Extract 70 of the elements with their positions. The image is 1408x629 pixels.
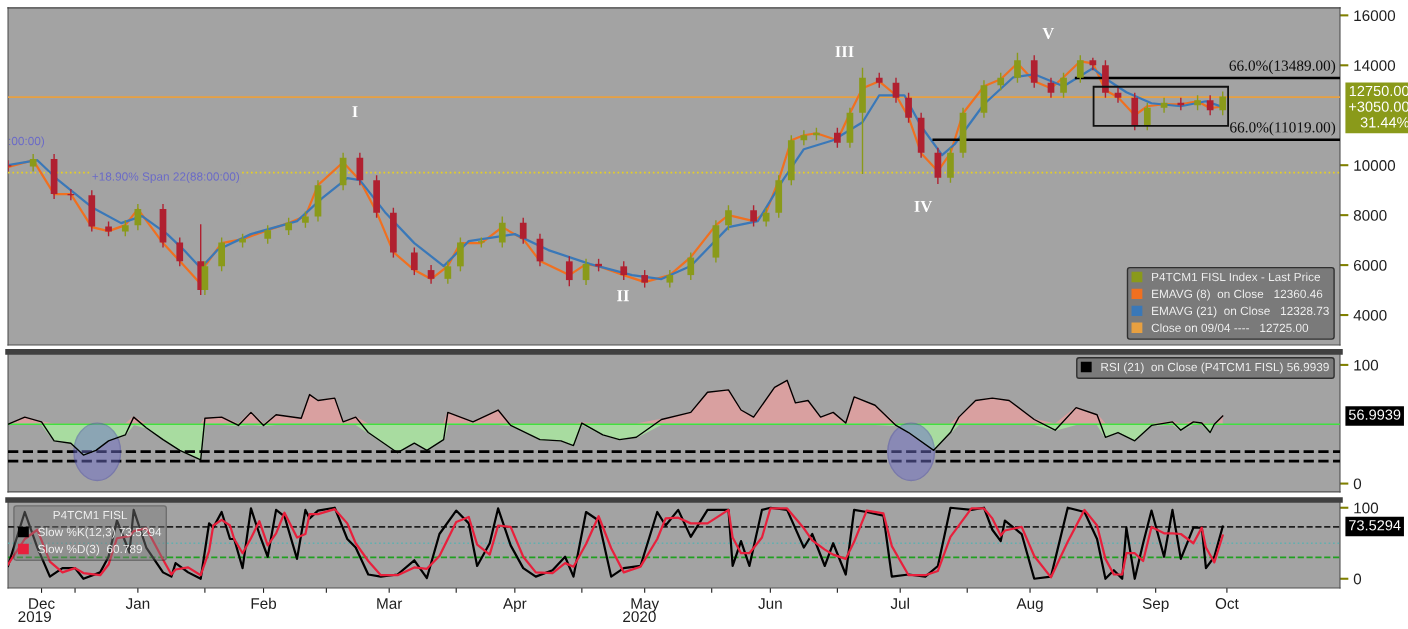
candlestick [1030, 54, 1038, 89]
candlestick [800, 129, 808, 146]
text: 2020 [623, 611, 656, 623]
annotation: 66.0%(13489.00) [1229, 60, 1336, 74]
y-tick-label: 8000 [1353, 210, 1387, 221]
y-tick-label: 0 [1353, 478, 1362, 490]
x-tick-label: Jul [890, 597, 909, 609]
candlestick [1047, 77, 1055, 99]
candlestick [519, 216, 527, 245]
x-tick-label: May [631, 598, 660, 612]
candlestick [1114, 87, 1122, 104]
candlestick [1206, 94, 1214, 116]
candlestick [1143, 102, 1151, 131]
text: 73.5294 [1349, 520, 1401, 531]
candlestick [834, 127, 841, 149]
legend-label: EMAVG (8) on Close 12360.46 [1152, 289, 1323, 301]
candlestick [892, 77, 900, 104]
candlestick [176, 236, 184, 268]
candlestick [1160, 97, 1168, 114]
candlestick [1014, 52, 1021, 84]
annotation: 66.0%(11019.00) [1230, 121, 1336, 136]
annotation: +18.90% Span 22(88:00:00) [92, 172, 240, 184]
candlestick [565, 255, 573, 288]
text: 56.9939 [1348, 409, 1401, 420]
y-tick-label: 14000 [1354, 60, 1396, 71]
x-tick-label: Feb [251, 597, 277, 609]
candlestick [498, 215, 506, 249]
x-tick-label: Oct [1215, 598, 1239, 609]
annotation: II [617, 290, 629, 302]
x-tick-label: Dec [29, 598, 55, 609]
x-tick-label: Jan [125, 598, 150, 609]
legend-label: Close on 09/04 ---- 12725.00 [1151, 323, 1309, 333]
legend-label: RSI (21) on Close (P4TCM1 FISL) 56.9939 [1101, 362, 1329, 374]
candlestick [620, 260, 628, 281]
x-tick-label: Sep [1142, 598, 1169, 612]
y-tick-label: 6000 [1353, 259, 1387, 271]
y-tick-label: 100 [1354, 359, 1379, 371]
candlestick [725, 204, 732, 231]
candlestick [687, 251, 695, 281]
x-tick-label: Apr [502, 598, 527, 612]
candlestick [444, 260, 452, 285]
legend-title: P4TCM1 FISL [53, 510, 128, 520]
candlestick [457, 236, 464, 273]
annotation: :00:00) [9, 136, 45, 148]
x-tick-label: Mar [377, 598, 403, 609]
candlestick [201, 260, 209, 296]
y-tick-label: 16000 [1354, 10, 1396, 22]
candlestick [427, 264, 435, 285]
candlestick [762, 206, 770, 228]
y-tick-label: 100 [1354, 502, 1379, 514]
y-tick-label: 4000 [1353, 309, 1387, 321]
candlestick [905, 92, 912, 124]
candlestick [750, 204, 757, 228]
candlestick [1219, 90, 1227, 116]
candlestick [1076, 54, 1084, 84]
candlestick [1060, 72, 1067, 99]
candlestick [218, 236, 225, 273]
candlestick [264, 224, 272, 245]
annotation: I [352, 106, 358, 118]
y-tick-label: 0 [1353, 573, 1362, 585]
text: 2019 [18, 611, 51, 623]
legend-label: EMAVG (21) on Close 12328.73 [1152, 306, 1329, 318]
annotation: IV [914, 200, 933, 213]
annotation: III [835, 46, 854, 58]
x-tick-label: Aug [1016, 598, 1043, 612]
candlestick [410, 246, 418, 276]
y-tick-label: 10000 [1354, 160, 1396, 171]
annotation: V [1042, 27, 1055, 40]
x-tick-label: Jun [758, 598, 782, 609]
legend-label: P4TCM1 FISL Index - Last Price [1152, 272, 1321, 282]
